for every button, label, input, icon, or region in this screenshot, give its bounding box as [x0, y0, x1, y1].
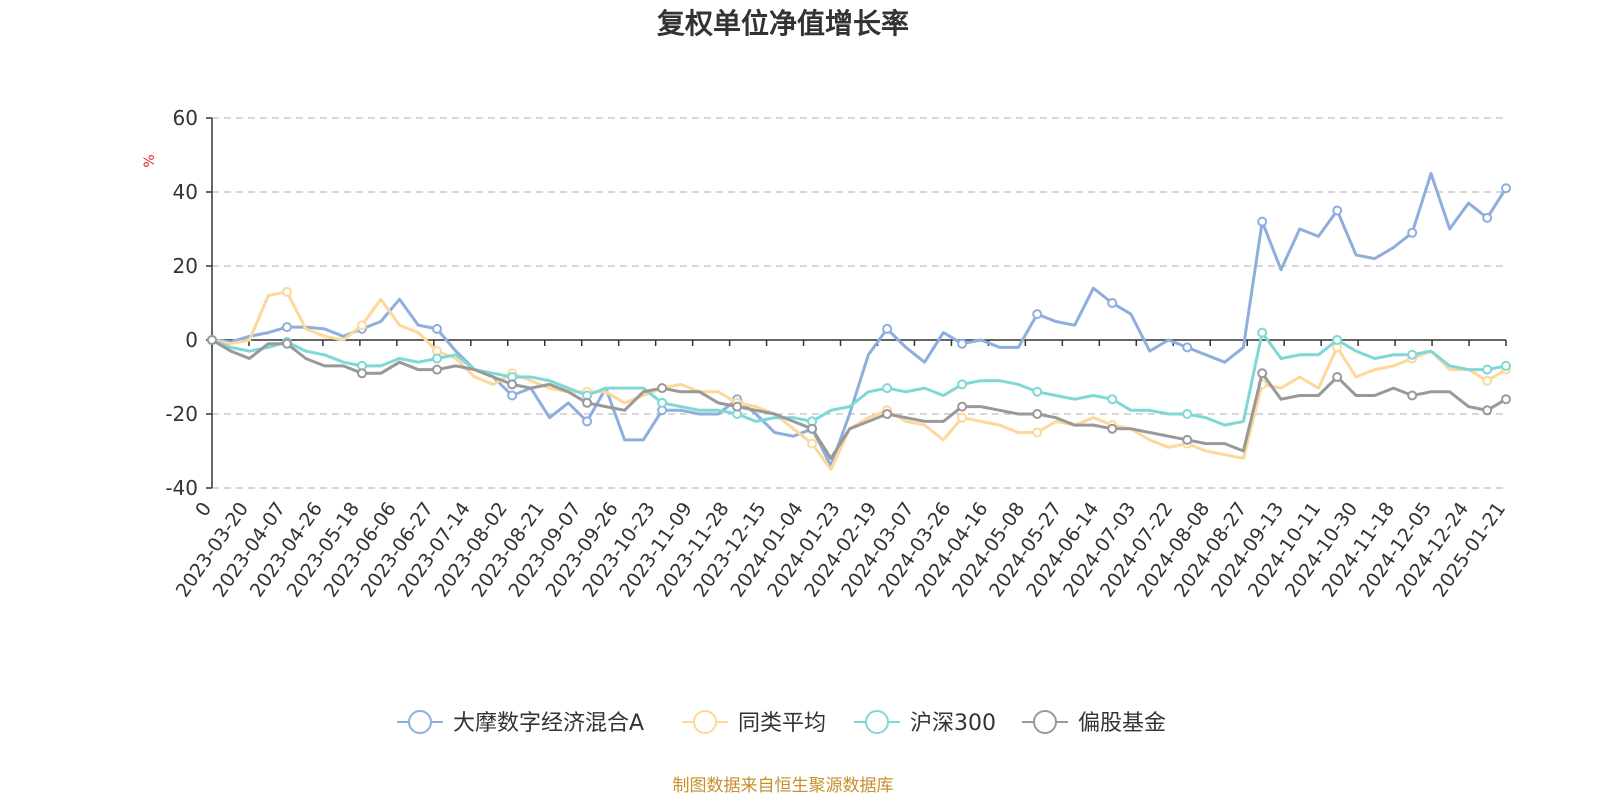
- series-point-3: [807, 423, 818, 434]
- series-point-0: [1501, 183, 1511, 194]
- legend-label: 大摩数字经济混合A: [453, 711, 644, 736]
- series-point-3: [732, 401, 743, 412]
- series-line-1: [211, 290, 1507, 471]
- series-point-0: [432, 323, 442, 334]
- legend-item: 大摩数字经济混合A: [397, 710, 644, 736]
- series-point-0: [1332, 205, 1343, 216]
- series-point-1: [357, 320, 367, 331]
- legend-label: 同类平均: [738, 711, 826, 736]
- series-line-2: [211, 331, 1507, 427]
- legend-label: 偏股基金: [1078, 711, 1166, 736]
- series-point-2: [432, 353, 442, 364]
- series-point-3: [432, 364, 442, 375]
- series-point-3: [282, 338, 292, 349]
- series-point-2: [1332, 335, 1343, 345]
- series-point-3: [657, 383, 668, 394]
- legend-item: 沪深300: [854, 710, 996, 736]
- series-point-3: [1501, 394, 1511, 405]
- series-point-0: [1107, 298, 1118, 308]
- series-point-2: [657, 397, 668, 408]
- series-point-3: [1257, 368, 1268, 379]
- x-tick-labels: 02023-03-202023-04-072023-04-262023-05-1…: [172, 498, 1510, 601]
- series-point-1: [282, 286, 292, 297]
- source-note: 制图数据来自恒生聚源数据库: [673, 776, 894, 796]
- legend-marker: [408, 710, 432, 734]
- legend-marker: [1033, 710, 1057, 734]
- chart-title: 复权单位净值增长率: [657, 7, 909, 40]
- y-tick-label: -40: [165, 476, 198, 500]
- series-point-3: [207, 335, 217, 345]
- legend: 大摩数字经济混合A 同类平均 沪深300 偏股基金: [397, 710, 1166, 736]
- y-tick-label: 0: [185, 328, 198, 352]
- series-line-0: [211, 172, 1508, 468]
- y-tick-label: 20: [173, 254, 198, 278]
- series-point-1: [1032, 427, 1043, 438]
- series-point-3: [1407, 390, 1418, 401]
- legend-label: 沪深300: [910, 711, 996, 736]
- series-point-3: [957, 401, 968, 412]
- y-axis-label: %: [142, 154, 158, 167]
- series-point-2: [1482, 364, 1493, 375]
- series-point-1: [807, 438, 818, 449]
- series-point-0: [507, 390, 518, 401]
- series-point-1: [957, 412, 968, 423]
- series-point-2: [882, 383, 893, 394]
- series-point-3: [357, 368, 367, 379]
- series-line-3: [211, 338, 1507, 460]
- series-point-2: [1032, 386, 1043, 397]
- y-tick-label: 40: [173, 180, 198, 204]
- series-lines: [207, 172, 1511, 471]
- series-point-0: [1257, 216, 1268, 227]
- series-point-2: [1407, 349, 1418, 360]
- series-point-3: [1182, 434, 1193, 445]
- series-point-3: [582, 397, 593, 408]
- series-point-3: [507, 379, 518, 390]
- y-tick-label: 60: [173, 106, 198, 130]
- series-point-0: [882, 323, 893, 334]
- series-point-2: [1501, 360, 1511, 371]
- series-point-3: [1107, 423, 1118, 434]
- series-point-2: [1107, 394, 1118, 405]
- series-point-0: [1182, 342, 1193, 353]
- series-point-0: [582, 416, 593, 427]
- series-point-3: [1032, 409, 1043, 419]
- grid-lines: [212, 117, 1506, 489]
- y-tick-label: -20: [165, 402, 198, 426]
- series-point-2: [957, 379, 968, 390]
- legend-item: 同类平均: [682, 710, 826, 736]
- series-point-0: [1032, 309, 1043, 320]
- series-point-1: [1482, 375, 1493, 386]
- series-point-0: [1482, 212, 1493, 223]
- legend-marker: [693, 710, 717, 734]
- series-point-0: [1407, 227, 1418, 238]
- legend-item: 偏股基金: [1022, 710, 1166, 736]
- series-point-3: [1332, 372, 1343, 382]
- series-point-0: [282, 322, 292, 333]
- series-point-2: [1182, 409, 1193, 419]
- series-point-3: [1482, 405, 1493, 416]
- y-tick-labels: -40 -20 0 20 40 60: [165, 106, 198, 500]
- series-point-2: [1257, 327, 1268, 338]
- series-point-0: [957, 338, 968, 349]
- legend-marker: [865, 710, 889, 734]
- x-tick-label: 0: [191, 498, 216, 521]
- series-point-3: [882, 409, 893, 419]
